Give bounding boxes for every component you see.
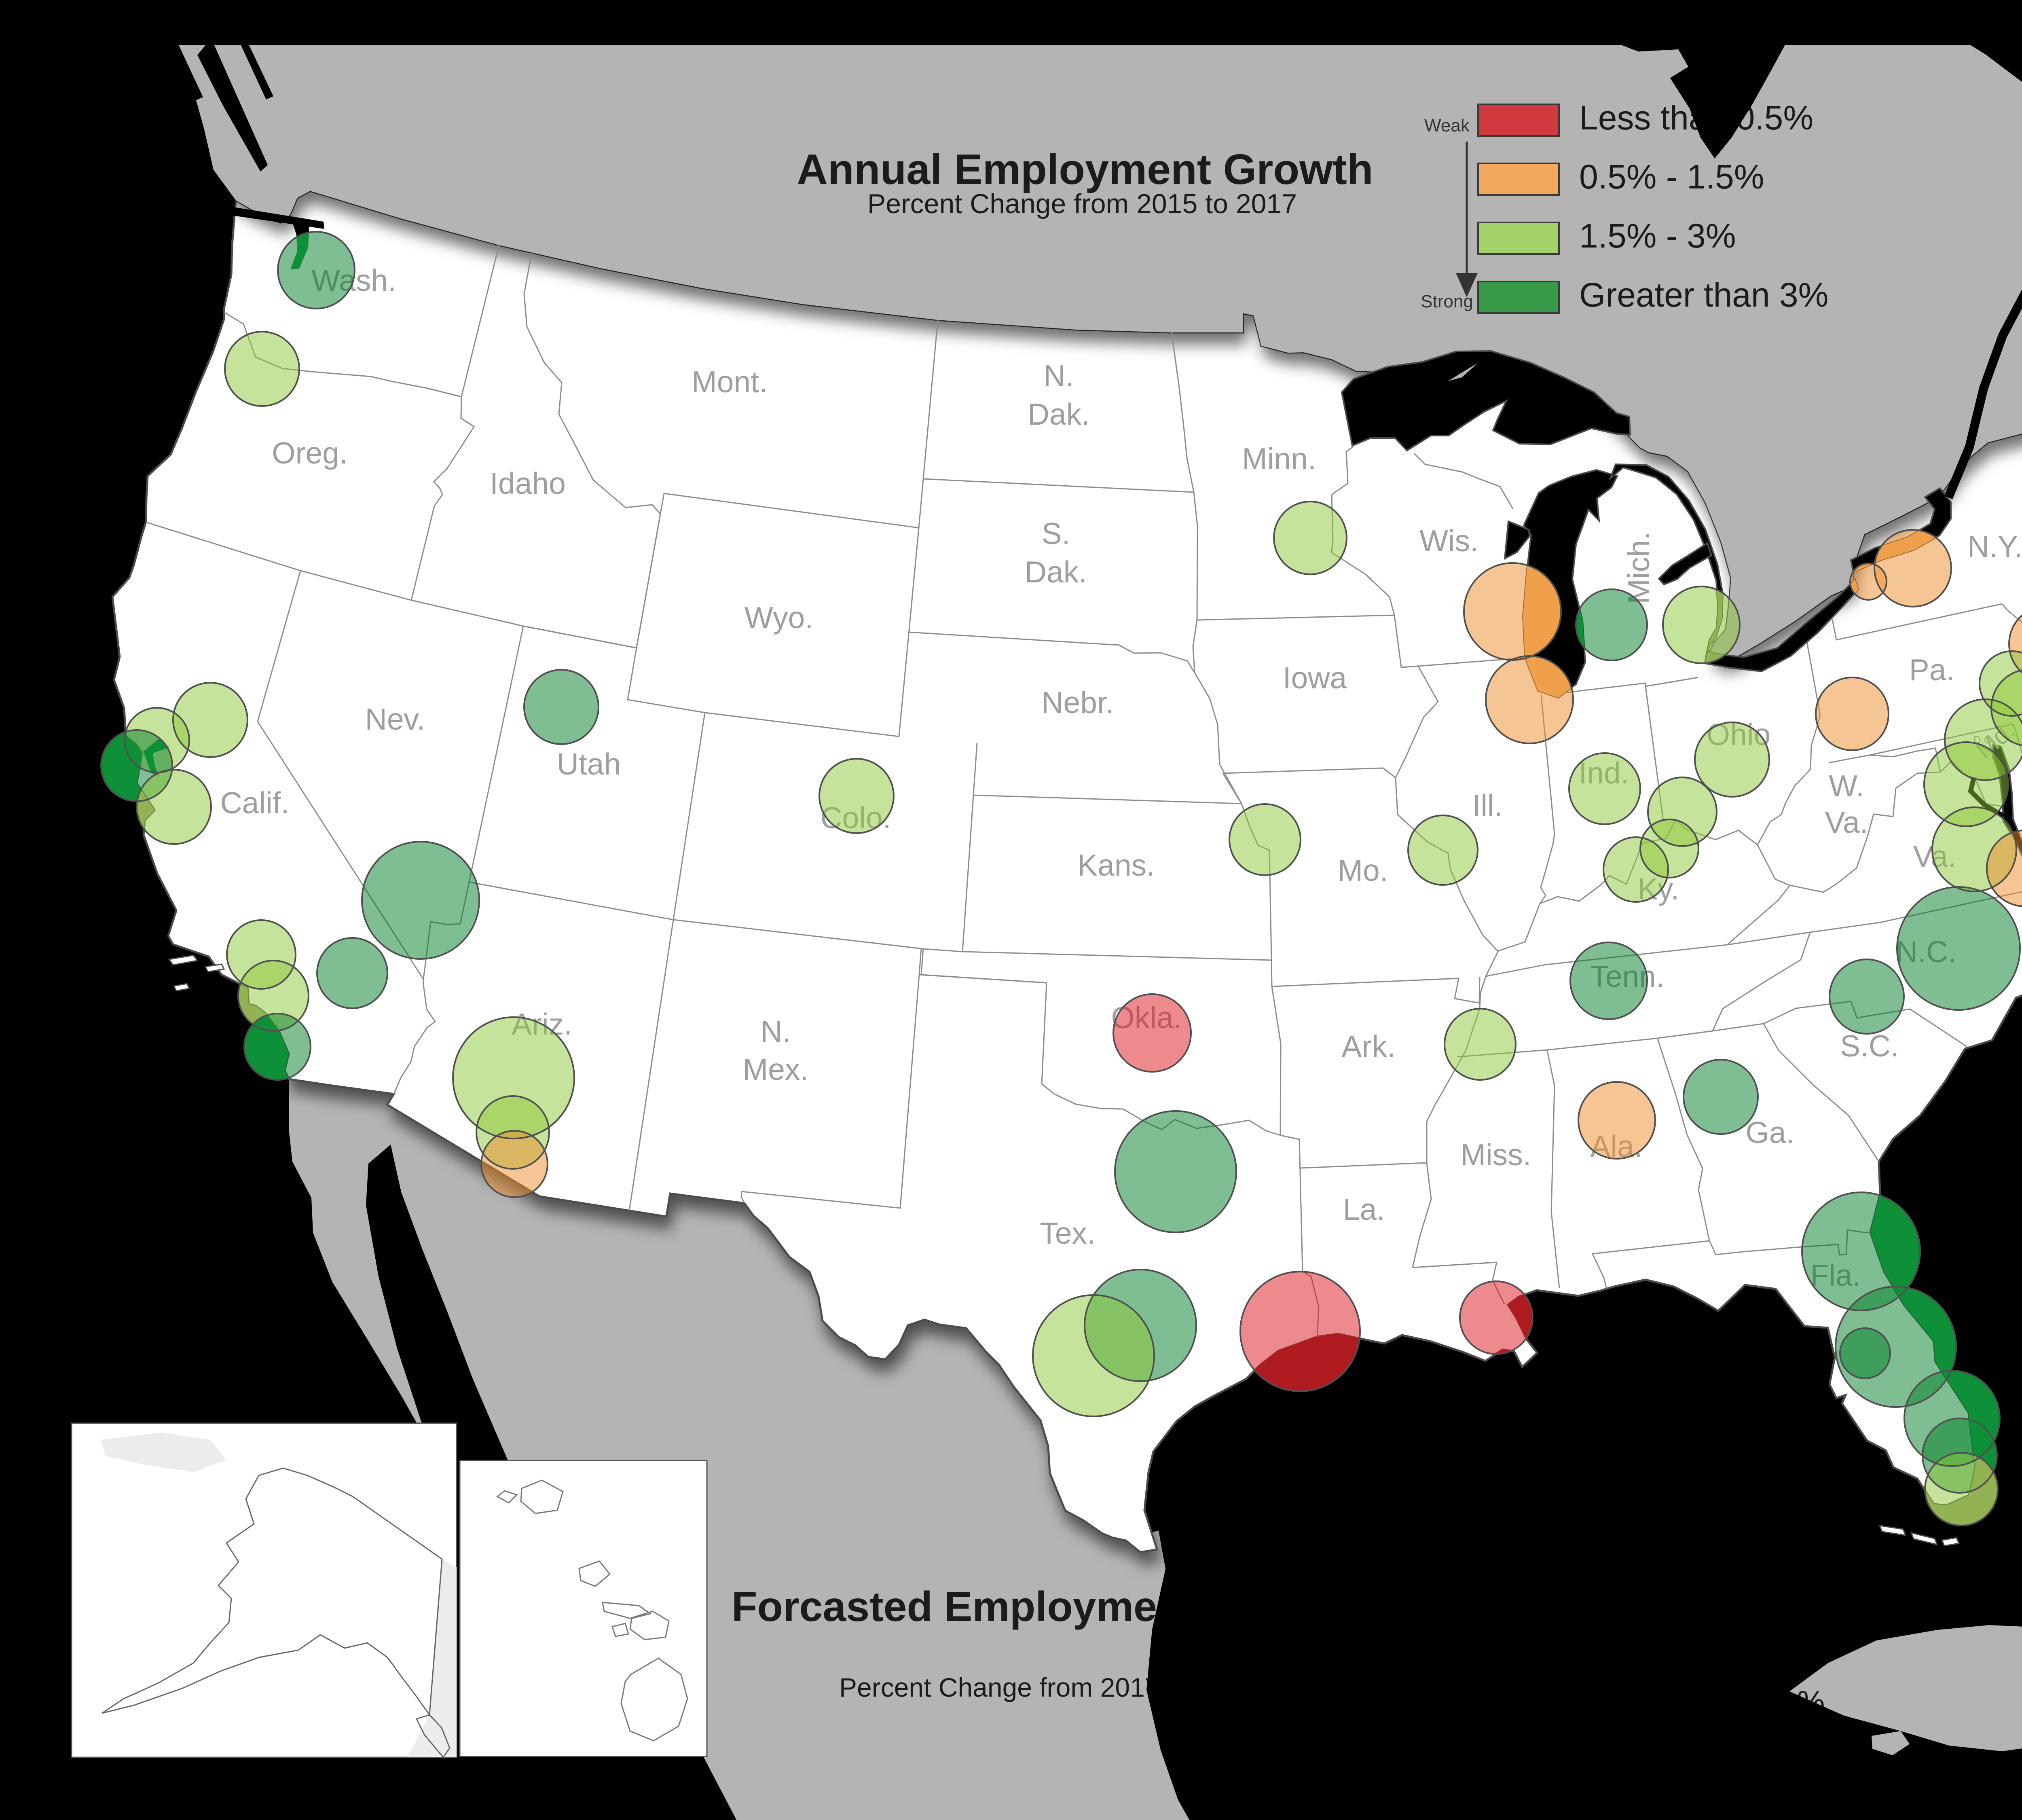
- svg-text:Calif.: Calif.: [220, 786, 290, 820]
- svg-text:Mex.: Mex.: [743, 1052, 809, 1086]
- svg-text:Utah: Utah: [557, 747, 621, 781]
- svg-text:Weak: Weak: [1424, 116, 1470, 135]
- svg-text:Minn.: Minn.: [1242, 442, 1316, 476]
- svg-text:Dak.: Dak.: [1025, 555, 1087, 589]
- svg-text:Dak.: Dak.: [1028, 397, 1090, 431]
- svg-text:Wyo.: Wyo.: [745, 601, 813, 635]
- svg-text:Miss.: Miss.: [1461, 1138, 1531, 1172]
- svg-text:Va.: Va.: [1825, 805, 1868, 839]
- svg-text:N.: N.: [1044, 359, 1074, 393]
- svg-text:Greater than 3%: Greater than 3%: [1579, 276, 1828, 314]
- svg-text:N.: N.: [761, 1014, 791, 1048]
- svg-text:Tex.: Tex.: [1040, 1216, 1096, 1250]
- svg-text:0.5% - 1.5%: 0.5% - 1.5%: [1579, 158, 1764, 196]
- svg-text:Iowa: Iowa: [1283, 661, 1347, 695]
- svg-text:La.: La.: [1343, 1192, 1385, 1226]
- svg-text:Nev.: Nev.: [365, 702, 425, 736]
- svg-text:Wis.: Wis.: [1419, 524, 1478, 558]
- svg-text:Idaho: Idaho: [490, 466, 566, 500]
- svg-text:Annual Employment Growth: Annual Employment Growth: [797, 146, 1373, 193]
- svg-text:Ga.: Ga.: [1746, 1115, 1795, 1149]
- svg-text:Strong: Strong: [1421, 292, 1473, 311]
- svg-text:1.5% - 3%: 1.5% - 3%: [1579, 217, 1736, 255]
- svg-text:Mont.: Mont.: [692, 365, 768, 399]
- svg-text:Pa.: Pa.: [1909, 653, 1955, 687]
- svg-text:Percent Change from 2015 to 20: Percent Change from 2015 to 2017: [867, 188, 1297, 219]
- svg-text:Oreg.: Oreg.: [272, 436, 348, 470]
- svg-text:W.: W.: [1829, 769, 1864, 803]
- svg-text:Mo.: Mo.: [1337, 853, 1388, 887]
- svg-text:S.: S.: [1042, 516, 1070, 550]
- svg-text:Nebr.: Nebr.: [1041, 686, 1114, 720]
- svg-text:Kans.: Kans.: [1077, 848, 1155, 882]
- svg-text:S.C.: S.C.: [1840, 1029, 1899, 1063]
- svg-text:Ill.: Ill.: [1472, 788, 1503, 822]
- svg-text:Mich.: Mich.: [1622, 531, 1656, 604]
- svg-text:Ark.: Ark.: [1341, 1029, 1395, 1063]
- svg-text:N.Y.: N.Y.: [1967, 529, 2022, 563]
